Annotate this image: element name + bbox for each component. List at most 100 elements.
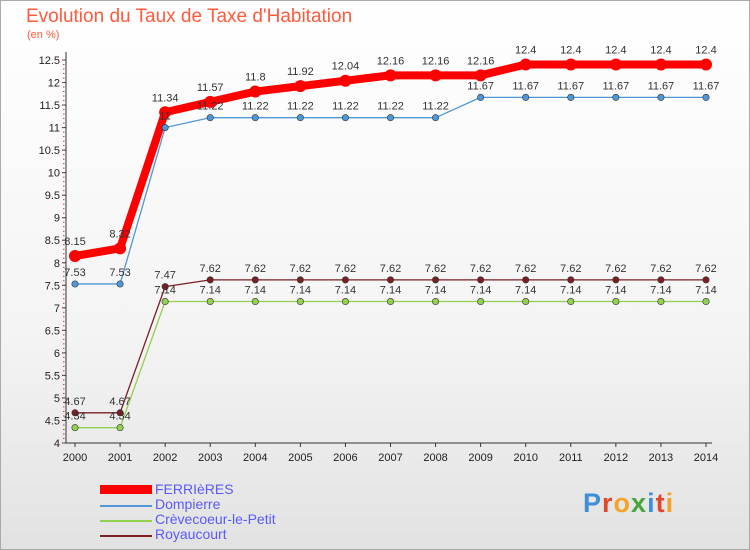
data-point xyxy=(71,409,79,417)
legend-label: Crèvecoeur-le-Petit xyxy=(155,511,276,527)
data-point xyxy=(654,58,667,71)
data-label: 4.67 xyxy=(109,396,130,408)
logo-letter: x xyxy=(631,488,648,518)
data-point xyxy=(477,276,485,284)
data-label: 11.8 xyxy=(245,72,266,84)
data-label: 7.14 xyxy=(154,285,175,297)
data-point xyxy=(296,276,304,284)
x-tick-label: 2009 xyxy=(468,452,492,464)
y-tick-label: 9 xyxy=(54,213,60,225)
data-label: 11.67 xyxy=(602,80,629,92)
x-tick-label: 2005 xyxy=(288,452,312,464)
data-point xyxy=(206,298,214,306)
data-point xyxy=(477,93,485,101)
data-label: 8.15 xyxy=(64,236,85,248)
data-label: 7.14 xyxy=(335,285,356,297)
data-label: 7.14 xyxy=(650,285,671,297)
data-point xyxy=(161,283,169,291)
data-point xyxy=(294,80,307,93)
data-label: 7.14 xyxy=(380,285,401,297)
data-point xyxy=(384,69,397,82)
data-point xyxy=(612,276,620,284)
x-tick-label: 2007 xyxy=(378,452,402,464)
y-tick-label: 9.5 xyxy=(45,190,60,202)
data-label: 11.22 xyxy=(242,101,269,113)
x-tick-label: 2010 xyxy=(513,452,537,464)
data-label: 7.62 xyxy=(695,263,716,275)
data-point xyxy=(204,95,217,108)
data-point xyxy=(71,424,79,432)
data-label: 12.4 xyxy=(560,45,581,57)
data-point xyxy=(432,276,440,284)
data-point xyxy=(609,58,622,71)
y-tick-label: 8 xyxy=(54,258,60,270)
data-label: 11.67 xyxy=(557,80,584,92)
y-tick-label: 4 xyxy=(54,438,60,450)
y-tick-label: 12 xyxy=(48,78,60,90)
data-label: 12.16 xyxy=(467,55,495,67)
data-label: 7.14 xyxy=(605,285,626,297)
data-label: 4.34 xyxy=(64,411,85,423)
data-point xyxy=(429,69,442,82)
logo-letter: t xyxy=(655,488,666,518)
data-point xyxy=(206,276,214,284)
legend-swatch xyxy=(100,535,152,537)
data-point xyxy=(114,242,127,255)
data-label: 11.57 xyxy=(197,82,224,94)
x-tick-label: 2006 xyxy=(333,452,357,464)
data-point xyxy=(567,298,575,306)
data-point xyxy=(386,298,394,306)
data-point xyxy=(386,276,394,284)
data-point xyxy=(612,298,620,306)
x-tick-label: 2013 xyxy=(649,452,673,464)
legend-swatch xyxy=(100,520,152,522)
data-point xyxy=(341,114,349,122)
data-label: 11.22 xyxy=(197,101,224,113)
y-tick-label: 10 xyxy=(48,168,60,180)
data-point xyxy=(296,298,304,306)
data-point xyxy=(69,250,81,263)
legend-label: FERRIèRES xyxy=(155,481,234,497)
data-label: 7.62 xyxy=(245,263,266,275)
y-tick-label: 7 xyxy=(54,303,60,315)
data-point xyxy=(116,424,124,432)
data-point xyxy=(159,106,172,119)
data-label: 11 xyxy=(159,111,170,123)
x-tick-label: 2004 xyxy=(243,452,267,464)
data-label: 12.4 xyxy=(695,45,716,57)
data-label: 4.67 xyxy=(64,396,85,408)
x-tick-label: 2003 xyxy=(198,452,222,464)
data-label: 11.92 xyxy=(287,66,314,78)
data-label: 12.16 xyxy=(377,55,405,67)
data-label: 11.67 xyxy=(467,80,494,92)
x-tick-label: 2011 xyxy=(559,452,583,464)
data-point xyxy=(161,124,169,132)
data-label: 7.53 xyxy=(109,267,130,279)
x-tick-label: 2012 xyxy=(604,452,628,464)
data-label: 12.4 xyxy=(605,45,626,57)
x-tick-label: 2001 xyxy=(108,452,132,464)
data-point xyxy=(116,409,124,417)
data-label: 12.4 xyxy=(650,45,671,57)
data-label: 11.67 xyxy=(693,80,720,92)
data-point xyxy=(657,298,665,306)
y-tick-label: 11.5 xyxy=(39,100,60,112)
data-point xyxy=(564,58,577,71)
logo-letter: o xyxy=(613,488,632,518)
data-label: 7.62 xyxy=(380,263,401,275)
data-label: 7.62 xyxy=(605,263,626,275)
y-tick-label: 5.5 xyxy=(45,370,60,382)
data-label: 7.62 xyxy=(650,263,671,275)
data-point xyxy=(206,114,214,122)
logo-letter: P xyxy=(583,488,603,518)
data-point xyxy=(522,276,530,284)
data-label: 11.22 xyxy=(377,101,404,113)
data-label: 7.14 xyxy=(290,285,311,297)
data-point xyxy=(251,114,259,122)
data-point xyxy=(161,298,169,306)
data-point xyxy=(341,276,349,284)
data-label: 7.14 xyxy=(560,285,581,297)
data-point xyxy=(249,85,262,98)
data-label: 7.14 xyxy=(515,285,536,297)
